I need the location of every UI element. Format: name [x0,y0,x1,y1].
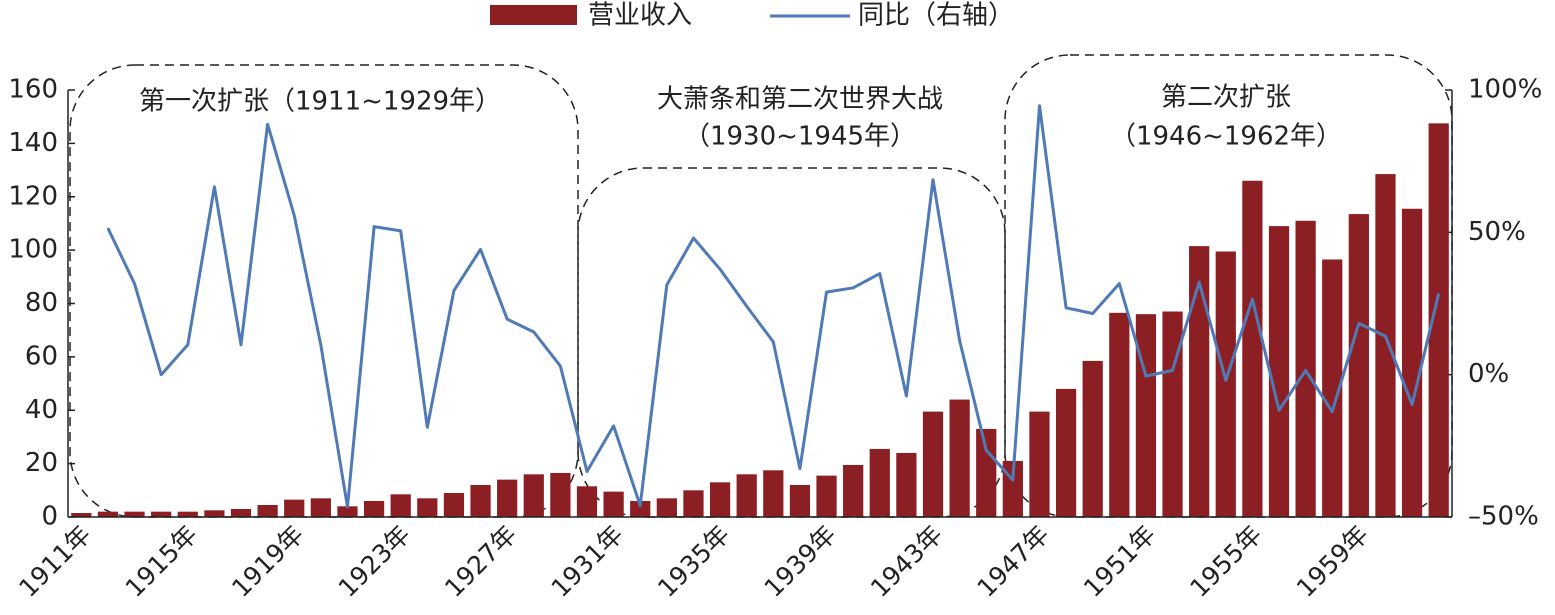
x-tick-label: 1915年 [120,520,203,603]
bar [843,464,864,517]
annotation: （1930~1945年） [684,122,916,152]
bar [736,474,757,517]
bar [949,399,970,517]
bar [1135,314,1157,517]
bar [976,428,997,517]
x-tick-label: 1939年 [759,520,842,603]
annotation: 大萧条和第二次世界大战 [657,85,943,115]
y2-tick-label: 100% [1468,75,1542,105]
bar [470,484,491,517]
bar [1295,220,1316,518]
x-tick-label: 1931年 [546,520,629,603]
x-tick-label: 1927年 [439,520,522,603]
bar [177,511,198,517]
x-tick-label: 1947年 [971,520,1054,603]
bar [443,492,465,517]
y-tick-label: 80 [25,288,58,318]
bar [656,498,677,517]
bar [1348,214,1369,518]
bar [97,511,119,517]
x-tick-label: 1923年 [333,520,416,603]
bar [284,499,305,517]
x-tick-label: 1951年 [1078,520,1161,603]
bar [1375,174,1396,518]
annotation: 第二次扩张 [1161,83,1291,113]
bar [1162,311,1183,517]
bar [550,472,571,517]
bar [257,504,278,517]
bar [204,510,225,517]
bar [230,508,252,517]
y-tick-label: 20 [25,448,58,478]
bar [922,411,944,517]
legend: 营业收入 同比（右轴） [490,1,1014,31]
bar [709,482,731,517]
y-tick-label: 60 [25,341,58,371]
bar [789,484,811,517]
bar [603,491,624,517]
x-tick-label: 1911年 [13,520,96,603]
legend-label: 同比（右轴） [858,1,1014,31]
bar [1109,312,1130,517]
bar [1215,251,1236,517]
x-tick-label: 1959年 [1291,520,1374,603]
bar [1029,411,1050,517]
y-tick-label: 0 [41,502,58,532]
bar [523,474,544,517]
bar [497,479,518,517]
bar [417,498,438,517]
bar [1242,180,1263,518]
y-tick-label: 40 [25,395,58,425]
y-tick-label: 100 [8,235,58,265]
bar [630,500,651,517]
x-tick-label: 1955年 [1184,520,1267,603]
bar [1082,360,1103,517]
x-tick-label: 1919年 [226,520,309,603]
bar [763,470,784,517]
bar [1055,388,1077,517]
bar [1268,226,1290,517]
bar [310,498,331,517]
bar [816,475,837,517]
bar [71,512,92,517]
y2-tick-label: 50% [1468,217,1526,247]
bar [576,486,598,517]
bar [869,448,890,517]
bar [1189,246,1210,517]
legend-label: 营业收入 [588,1,692,31]
y2-tick-label: 0% [1468,359,1509,389]
bar [363,500,385,517]
bar [124,511,145,517]
line [106,104,1441,509]
bar [151,511,172,517]
bar [337,506,358,517]
y-tick-label: 140 [8,128,58,158]
bar [1322,259,1343,517]
annotation: （1946~1962年） [1110,122,1342,152]
bar [896,452,917,517]
period-box [69,64,579,518]
x-tick-label: 1943年 [865,520,948,603]
annotation: 第一次扩张（1911~1929年） [139,87,501,117]
x-tick-label: 1935年 [652,520,735,603]
bar [1428,123,1449,517]
y2-tick-label: –50% [1468,502,1539,532]
bar [683,490,704,517]
bar [390,494,411,517]
y-tick-label: 160 [8,75,58,105]
legend-swatch [490,5,577,25]
bar [1401,208,1423,517]
y-tick-label: 120 [8,181,58,211]
